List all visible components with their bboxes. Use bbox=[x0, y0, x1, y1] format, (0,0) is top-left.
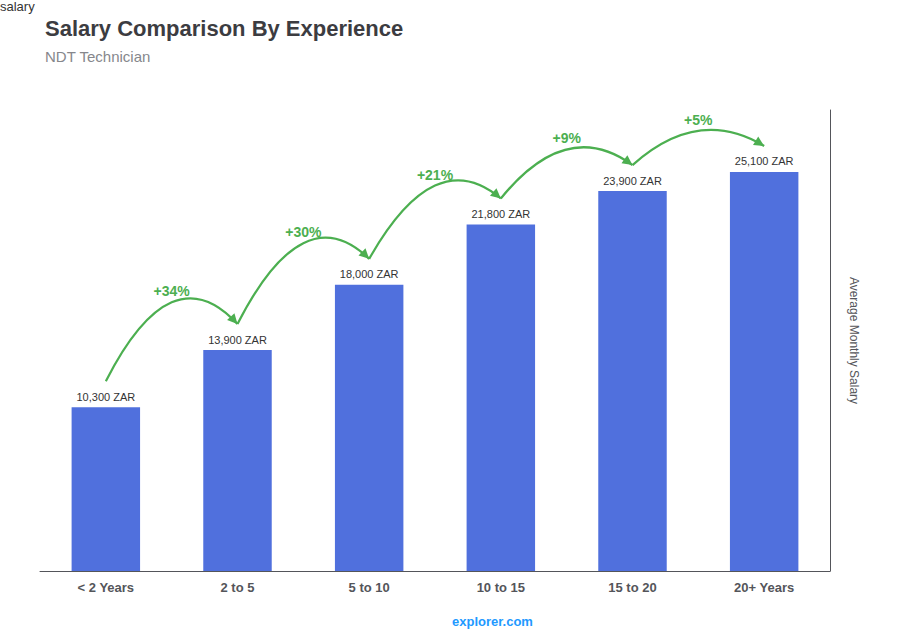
svg-text:20+ Years: 20+ Years bbox=[734, 580, 794, 595]
svg-text:23,900 ZAR: 23,900 ZAR bbox=[603, 175, 662, 187]
svg-text:13,900 ZAR: 13,900 ZAR bbox=[208, 334, 267, 346]
svg-text:2 to 5: 2 to 5 bbox=[221, 580, 255, 595]
svg-text:21,800 ZAR: 21,800 ZAR bbox=[471, 208, 530, 220]
svg-text:explorer.com: explorer.com bbox=[452, 614, 533, 629]
svg-text:Average Monthly Salary: Average Monthly Salary bbox=[847, 277, 861, 404]
svg-text:+5%: +5% bbox=[684, 112, 713, 128]
svg-text:+21%: +21% bbox=[417, 167, 454, 183]
svg-text:18,000 ZAR: 18,000 ZAR bbox=[340, 268, 399, 280]
svg-text:+30%: +30% bbox=[285, 224, 322, 240]
svg-text:< 2 Years: < 2 Years bbox=[78, 580, 135, 595]
svg-text:+34%: +34% bbox=[154, 283, 191, 299]
svg-text:salary: salary bbox=[0, 0, 35, 14]
svg-text:NDT Technician: NDT Technician bbox=[45, 48, 150, 65]
svg-text:5 to 10: 5 to 10 bbox=[349, 580, 390, 595]
svg-text:10,300 ZAR: 10,300 ZAR bbox=[76, 391, 135, 403]
svg-text:+9%: +9% bbox=[552, 130, 581, 146]
svg-text:10 to 15: 10 to 15 bbox=[477, 580, 525, 595]
svg-text:15 to 20: 15 to 20 bbox=[608, 580, 656, 595]
svg-text:25,100 ZAR: 25,100 ZAR bbox=[735, 155, 794, 167]
svg-text:Salary Comparison By Experienc: Salary Comparison By Experience bbox=[45, 16, 403, 41]
